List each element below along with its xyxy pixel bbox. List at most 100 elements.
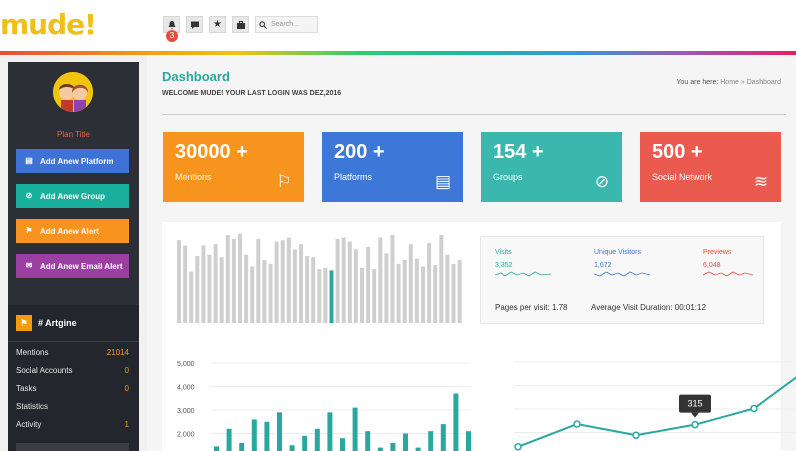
data-point[interactable] (691, 420, 699, 429)
tooltip-label: 315 (687, 399, 702, 409)
bell-icon (168, 20, 175, 29)
flags-icon: ⚐ (276, 172, 292, 191)
previews-label: Previews (703, 249, 732, 256)
search-input[interactable]: Search... (271, 21, 300, 28)
bar (274, 241, 279, 323)
visits-label: Visits (495, 249, 512, 256)
bar (305, 255, 310, 323)
bar (225, 234, 230, 323)
data-point[interactable] (514, 443, 522, 451)
breadcrumb-separator: » (740, 79, 745, 86)
y-tick-label: 5,000 (177, 361, 195, 368)
divider (162, 114, 786, 115)
flag-icon: ⚑ (25, 226, 33, 235)
bar (323, 267, 328, 323)
paperclip-icon: ⊘ (25, 191, 33, 200)
breadcrumb: You are here: Home » Dashboard (677, 79, 781, 86)
stat-label: Social Accounts (16, 366, 73, 375)
briefcase-button[interactable] (232, 16, 249, 33)
avg-visit-duration-value: 00:01:12 (674, 303, 706, 312)
bar (408, 244, 413, 323)
top-bar: mude! 3 ★ Search... (0, 0, 796, 51)
card-value: 154 + (493, 141, 544, 163)
tooltip: 315 (679, 394, 711, 418)
bar (314, 428, 320, 451)
bar (428, 431, 434, 451)
stat-row-statistics[interactable]: Statistics (16, 402, 129, 411)
add-email-alert-label: Add Anew Email Alert (40, 261, 123, 271)
stat-card-social-network[interactable]: 500 + Social Network ≋ (640, 132, 781, 202)
add-platform-button[interactable]: ▤ Add Anew Platform (16, 149, 129, 173)
previews-value: 6,048 (703, 262, 721, 269)
visits-stat: Visits 3,352 (494, 249, 552, 281)
stat-row-tasks[interactable]: Tasks 0 (16, 384, 129, 393)
trend-line-chart: 315 (514, 361, 796, 451)
notification-badge: 3 (166, 30, 178, 42)
bar (239, 442, 245, 451)
card-label: Platforms (334, 172, 373, 182)
add-email-alert-button[interactable]: ✉ Add Anew Email Alert (16, 254, 129, 278)
bar (183, 245, 188, 323)
bar (329, 270, 334, 323)
artgine-title: # Artgine (38, 318, 77, 328)
bar (341, 237, 346, 323)
unique-visitors-value: 1,672 (594, 262, 612, 269)
add-group-label: Add Anew Group (40, 191, 106, 201)
bar (440, 424, 446, 451)
bar (289, 445, 295, 451)
welcome-text: WELCOME MUDE! YOUR LAST LOGIN WAS DEZ,20… (162, 90, 342, 97)
add-group-button[interactable]: ⊘ Add Anew Group (16, 184, 129, 208)
stat-row-activity[interactable]: Activity 1 (16, 420, 129, 429)
bar (421, 266, 425, 323)
data-point[interactable] (573, 420, 581, 428)
stat-label: Statistics (16, 402, 49, 411)
bar (189, 271, 194, 323)
data-point[interactable] (632, 431, 640, 439)
avg-visit-duration: Average Visit Duration: 00:01:12 (591, 303, 706, 312)
stat-card-groups[interactable]: 154 + Groups ⊘ (481, 132, 622, 202)
bar (231, 238, 236, 323)
breadcrumb-home[interactable]: Home (720, 79, 739, 86)
avatar[interactable] (53, 72, 93, 112)
stat-card-mentions[interactable]: 30000 + Mentions ⚐ (163, 132, 304, 202)
bar (403, 433, 408, 451)
messages-button[interactable] (186, 16, 203, 33)
breadcrumb-current: Dashboard (746, 79, 781, 86)
stat-row-social-accounts[interactable]: Social Accounts 0 (16, 366, 129, 375)
visits-sparkline (494, 271, 552, 277)
stat-label: Mentions (16, 348, 49, 357)
stat-card-platforms[interactable]: 200 + Platforms ▤ (322, 132, 463, 202)
y-tick-label: 2,000 (177, 432, 195, 439)
visit-stats-box: Visits 3,352 Unique Visitors 1,672 Previ… (480, 236, 764, 324)
paperclip-icon: ⊘ (594, 172, 610, 191)
add-alert-button[interactable]: ⚑ Add Anew Alert (16, 219, 129, 243)
stat-row-mentions[interactable]: Mentions 21014 (16, 348, 129, 357)
series-line (517, 376, 796, 448)
bar (268, 263, 273, 323)
search-box[interactable]: Search... (255, 16, 318, 33)
rainbow-divider (0, 51, 796, 55)
breadcrumb-prefix: You are here: (676, 79, 719, 86)
stat-value: 0 (124, 366, 129, 375)
clipboard-icon: ▤ (25, 156, 33, 165)
bar (213, 244, 218, 323)
avg-visit-duration-label: Average Visit Duration: (591, 303, 673, 312)
page-title: Dashboard (162, 69, 230, 84)
favorites-button[interactable]: ★ (209, 16, 226, 33)
pages-per-visit-label: Pages per visit: (495, 303, 550, 312)
tooltip-box (679, 394, 711, 413)
card-value: 500 + (652, 141, 703, 163)
bar (327, 412, 333, 451)
bar (317, 269, 322, 323)
bar (256, 238, 261, 323)
logo[interactable]: mude! (0, 8, 97, 41)
add-alert-label: Add Anew Alert (40, 226, 99, 236)
data-point[interactable] (750, 404, 758, 413)
monthly-bar-chart: 5,000 4,000 3,000 2,000 (177, 361, 471, 451)
bar (299, 244, 303, 323)
bar (390, 234, 395, 323)
bar (311, 257, 316, 323)
bar (280, 240, 285, 323)
card-label: Mentions (175, 172, 212, 182)
bar (352, 407, 358, 451)
